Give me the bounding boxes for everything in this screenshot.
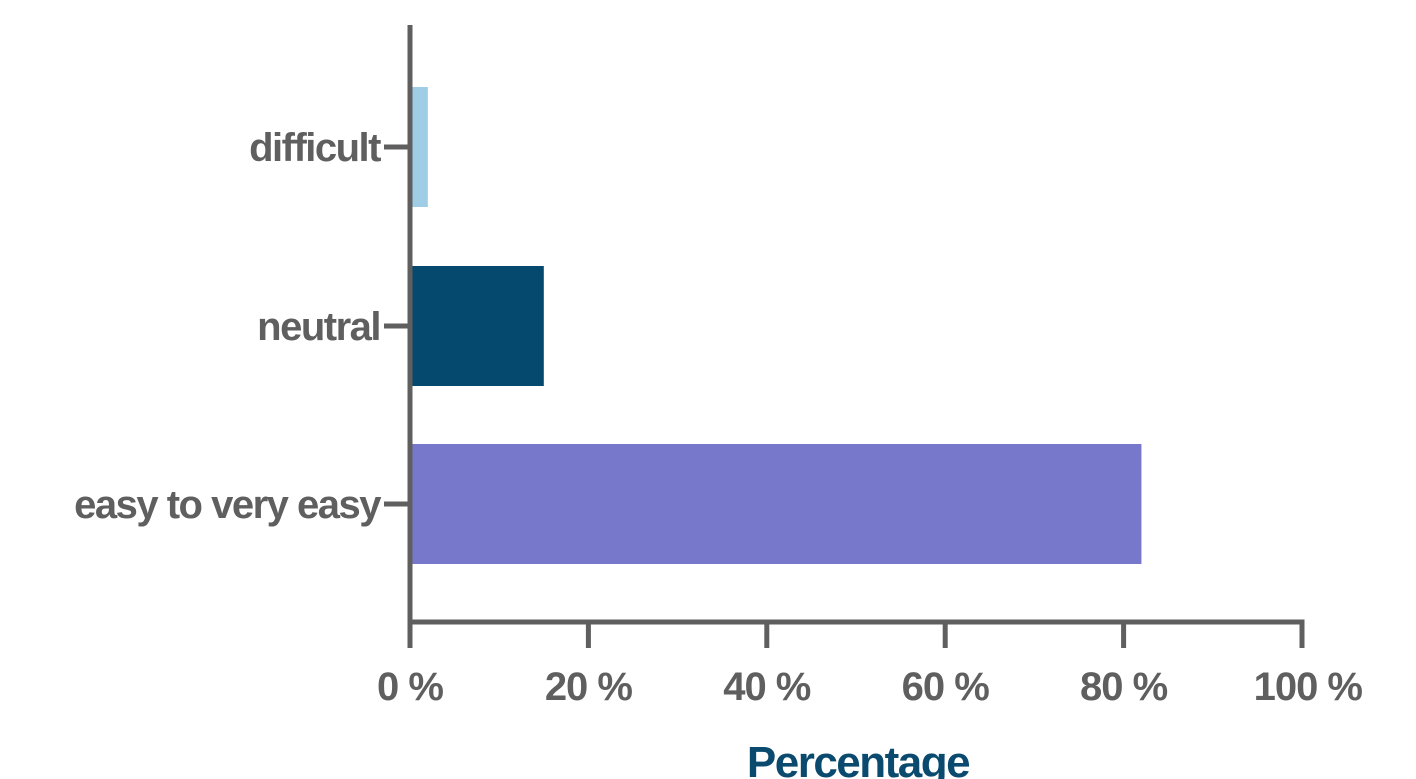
x-tick-label: 0 % (377, 665, 443, 709)
y-tick-label: neutral (257, 305, 380, 349)
bar-neutral (410, 266, 544, 386)
x-axis-title: Percentage (747, 738, 969, 779)
x-tick-label: 80 % (1080, 665, 1168, 709)
y-tick-label: easy to very easy (74, 483, 382, 527)
x-tick-label: 60 % (902, 665, 990, 709)
y-tick-label: difficult (249, 126, 381, 170)
bar-easy-to-very-easy (410, 444, 1142, 564)
bar-difficult (410, 87, 428, 207)
y-axis: difficult neutral easy to very easy (74, 25, 413, 622)
x-tick-label: 100 % (1254, 665, 1363, 709)
bars-group (410, 87, 1142, 564)
x-tick-label: 40 % (723, 665, 811, 709)
x-axis: 0 % 20 % 40 % 60 % 80 % 100 % (377, 619, 1363, 709)
x-tick-label: 20 % (545, 665, 633, 709)
